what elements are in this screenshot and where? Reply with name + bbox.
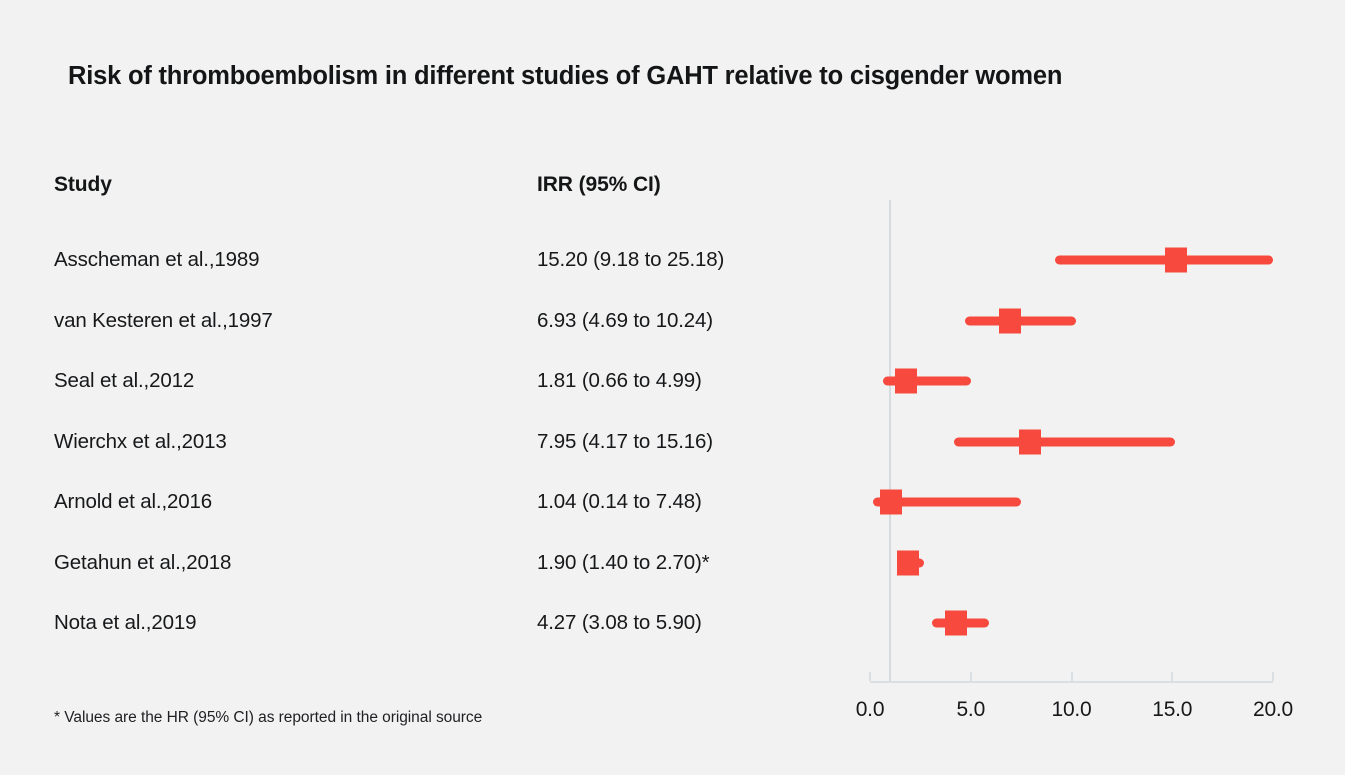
irr-value: 1.90 (1.40 to 2.70)* [537,550,710,574]
page-title: Risk of thromboembolism in different stu… [68,62,1063,90]
column-header-study: Study [54,173,112,196]
study-label: van Kesteren et al.,1997 [54,308,273,332]
study-label: Wierchx et al.,2013 [54,429,227,453]
study-label: Getahun et al.,2018 [54,550,232,574]
column-header-irr: IRR (95% CI) [537,173,661,196]
irr-value: 4.27 (3.08 to 5.90) [537,610,702,634]
study-label: Arnold et al.,2016 [54,489,212,513]
irr-value: 15.20 (9.18 to 25.18) [537,247,725,271]
study-label: Seal et al.,2012 [54,368,195,392]
study-label: Asscheman et al.,1989 [54,247,260,271]
footnote: * Values are the HR (95% CI) as reported… [54,709,483,726]
irr-value: 1.04 (0.14 to 7.48) [537,489,702,513]
irr-value: 1.81 (0.66 to 4.99) [537,368,702,392]
irr-value: 6.93 (4.69 to 10.24) [537,308,713,332]
irr-value: 7.95 (4.17 to 15.16) [537,429,713,453]
study-label: Nota et al.,2019 [54,610,197,634]
